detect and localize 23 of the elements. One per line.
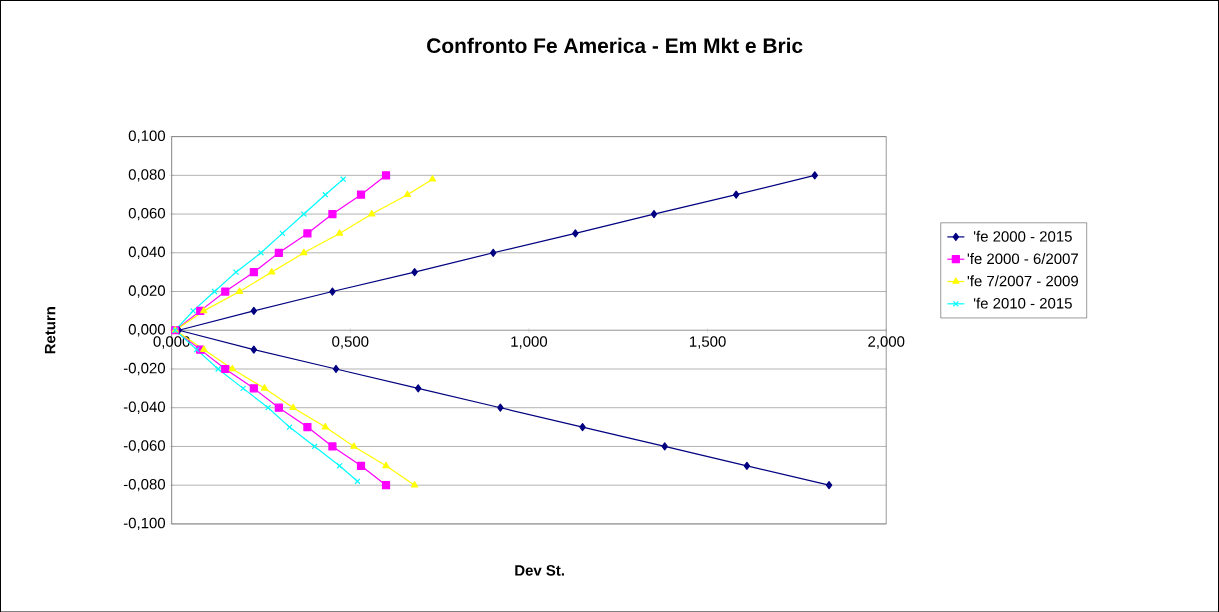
y-tick-label: -0,060 [123, 440, 166, 453]
y-tick-label: -0,040 [123, 401, 166, 414]
x-axis-title: Dev St. [515, 564, 564, 576]
x-tick-label: 2,000 [868, 336, 905, 349]
x-tick-label: 1,000 [511, 336, 548, 349]
legend-label: 'fe 2010 - 2015 [973, 297, 1072, 309]
x-tick-label: 1,500 [690, 336, 726, 349]
y-tick-label: 0,040 [128, 246, 166, 259]
y-tick-label: -0,100 [123, 517, 166, 530]
y-tick-label: 0,060 [128, 207, 166, 220]
y-axis-title: Return [44, 306, 56, 354]
legend-label: 'fe 2000 - 6/2007 [967, 252, 1078, 264]
y-tick-label: 0,100 [128, 130, 166, 143]
y-tick-label: -0,020 [123, 362, 166, 375]
legend-label: 'fe 7/2007 - 2009 [967, 275, 1078, 287]
chart-title: Confronto Fe America - Em Mkt e Bric [427, 37, 803, 53]
x-tick-label: 0,500 [332, 336, 369, 349]
legend-label: 'fe 2000 - 2015 [973, 230, 1072, 242]
y-tick-label: 0,000 [128, 323, 166, 337]
y-tick-label: 0,020 [128, 285, 166, 298]
y-tick-label: 0,080 [128, 168, 166, 182]
y-tick-label: -0,080 [123, 478, 166, 492]
x-tick-label: 0,000 [153, 336, 190, 349]
